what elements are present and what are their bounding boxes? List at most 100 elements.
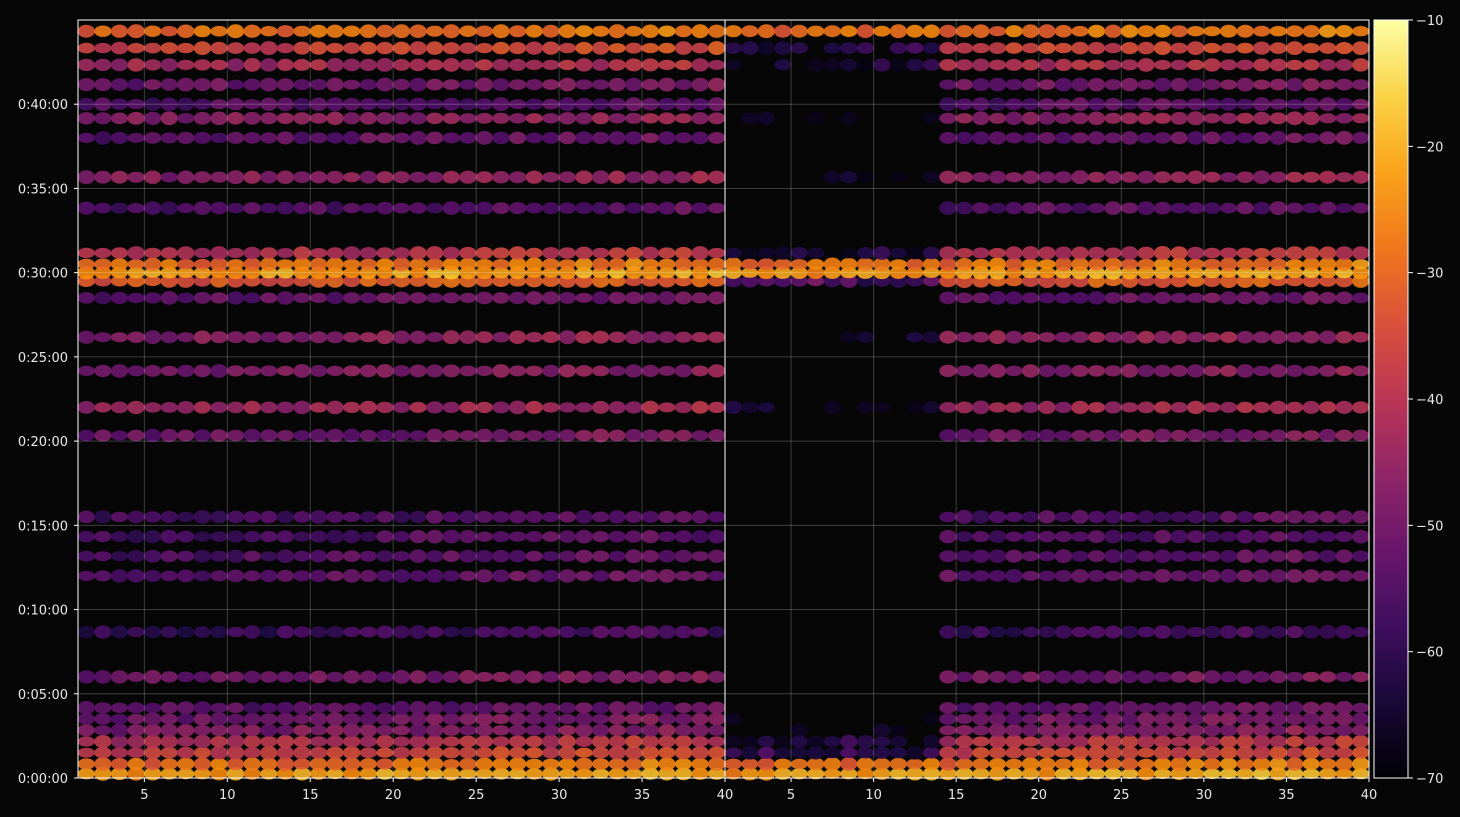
heatmap-cell — [160, 172, 178, 183]
heatmap-cell — [641, 246, 659, 260]
heatmap-cell — [1104, 247, 1122, 259]
heatmap-cell — [988, 402, 1007, 413]
heatmap-cell — [1054, 132, 1073, 144]
heatmap-cell — [409, 292, 427, 304]
heatmap-cell — [1187, 41, 1205, 55]
heatmap-cell — [988, 626, 1007, 638]
heatmap-cell — [77, 112, 95, 125]
heatmap-cell — [724, 768, 742, 780]
heatmap-cell — [592, 131, 610, 144]
heatmap-cell — [276, 275, 294, 287]
heatmap-cell — [243, 42, 261, 54]
heatmap-cell — [608, 275, 626, 287]
heatmap-cell — [592, 79, 610, 90]
heatmap-cell — [1038, 747, 1056, 759]
heatmap-cell — [144, 365, 162, 377]
heatmap-cell — [988, 746, 1007, 759]
heatmap-cell — [972, 172, 990, 183]
heatmap-cell — [1187, 713, 1205, 725]
heatmap-cell — [1137, 58, 1155, 72]
heatmap-cell — [641, 745, 659, 760]
heatmap-cell — [1335, 331, 1353, 344]
heatmap-cell — [592, 734, 610, 749]
heatmap-cell — [110, 247, 129, 259]
heatmap-cell — [774, 767, 792, 780]
heatmap-cell — [1335, 203, 1353, 214]
heatmap-cell — [906, 258, 924, 271]
heatmap-cell — [691, 510, 709, 524]
heatmap-cell — [939, 201, 957, 216]
heatmap-cell — [939, 402, 957, 413]
heatmap-cell — [376, 747, 394, 758]
heatmap-cell — [210, 671, 228, 683]
heatmap-cell — [608, 59, 626, 71]
heatmap-cell — [1187, 78, 1205, 92]
heatmap-cell — [1269, 78, 1287, 91]
heatmap-cell — [110, 401, 129, 414]
heatmap-cell — [1170, 202, 1188, 214]
heatmap-cell — [210, 767, 228, 781]
heatmap-cell — [343, 131, 361, 145]
heatmap-cell — [592, 758, 610, 770]
heatmap-cell — [310, 626, 328, 638]
heatmap-cell — [542, 746, 560, 759]
heatmap-cell — [774, 59, 792, 71]
heatmap-cell — [127, 331, 145, 343]
heatmap-cell — [160, 550, 178, 563]
heatmap-cell — [1038, 400, 1056, 414]
heatmap-cell — [608, 745, 626, 760]
heatmap-cell — [260, 757, 278, 771]
heatmap-cell — [409, 734, 427, 749]
heatmap-cell — [376, 671, 394, 683]
heatmap-cell — [409, 364, 427, 378]
heatmap-cell — [1137, 79, 1155, 90]
heatmap-cell — [392, 97, 411, 111]
heatmap-cell — [939, 670, 957, 684]
heatmap-cell — [392, 112, 411, 125]
heatmap-cell — [260, 331, 278, 343]
heatmap-cell — [1352, 712, 1370, 726]
heatmap-cell — [1253, 701, 1271, 714]
heatmap-cell — [110, 258, 129, 271]
heatmap-cell — [293, 59, 311, 71]
heatmap-cell — [227, 259, 245, 270]
heatmap-cell — [359, 247, 377, 259]
heatmap-cell — [906, 42, 924, 54]
heatmap-cell — [691, 131, 709, 145]
heatmap-cell — [1137, 97, 1155, 111]
heatmap-cell — [757, 247, 775, 259]
heatmap-cell — [641, 713, 659, 725]
heatmap-cell — [392, 725, 411, 736]
heatmap-cell — [144, 257, 162, 271]
heatmap-cell — [343, 246, 361, 260]
heatmap-cell — [708, 275, 726, 287]
heatmap-cell — [459, 257, 477, 271]
heatmap-cell — [426, 59, 444, 71]
heatmap-cell — [1302, 171, 1320, 183]
heatmap-cell — [1121, 531, 1139, 542]
heatmap-cell — [243, 670, 261, 684]
heatmap-cell — [359, 511, 377, 523]
heatmap-cell — [392, 247, 411, 259]
heatmap-cell — [127, 510, 145, 524]
colorbar-tick-label: −20 — [1416, 140, 1443, 155]
heatmap-cell — [193, 570, 211, 582]
heatmap-cell — [276, 43, 294, 54]
heatmap-cell — [94, 670, 112, 684]
heatmap-cell — [442, 364, 460, 378]
heatmap-cell — [625, 97, 643, 112]
heatmap-panel-1: 5 10 15 20 25 30 35 40 — [77, 19, 733, 803]
heatmap-cell — [243, 58, 261, 72]
x-tick-label: 5 — [140, 788, 148, 803]
heatmap-cell — [1071, 767, 1089, 781]
heatmap-cell — [525, 724, 543, 736]
heatmap-cell — [1087, 758, 1106, 770]
heatmap-cell — [177, 170, 195, 184]
heatmap-cell — [1286, 41, 1304, 55]
heatmap-cell — [409, 267, 427, 278]
heatmap-cell — [1286, 364, 1304, 377]
heatmap-cell — [276, 267, 294, 279]
heatmap-cell — [475, 712, 493, 726]
heatmap-cell — [1335, 700, 1353, 715]
heatmap-cell — [558, 112, 577, 125]
